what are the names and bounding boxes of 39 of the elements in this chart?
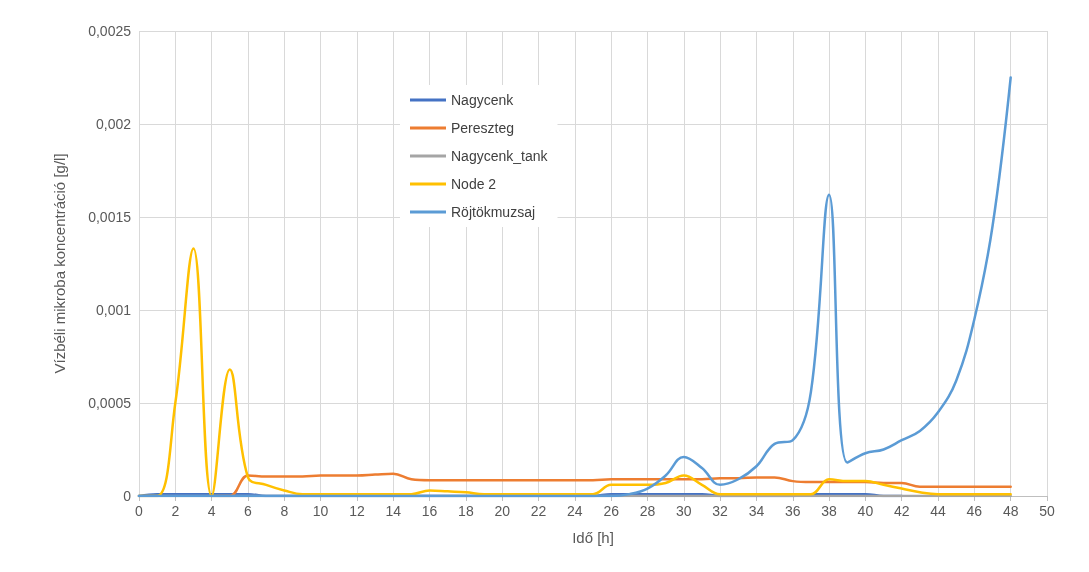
- x-tick-label: 36: [784, 503, 801, 519]
- x-tick-label: 14: [385, 503, 402, 519]
- y-tick-label: 0,001: [95, 302, 132, 318]
- x-tick-label: 18: [458, 503, 474, 519]
- legend-label: Nagycenk_tank: [451, 148, 549, 164]
- x-tick-label: 50: [1039, 503, 1055, 519]
- y-tick-label: 0: [123, 488, 132, 504]
- x-tick-label: 28: [639, 503, 656, 519]
- x-tick-label: 26: [603, 503, 620, 519]
- legend-label: Node 2: [451, 176, 497, 192]
- x-tick-label: 40: [857, 503, 874, 519]
- x-tick-label: 2: [171, 503, 180, 519]
- y-tick-label: 0,0015: [88, 209, 132, 225]
- x-tick-label: 38: [821, 503, 838, 519]
- y-tick-label: 0,002: [95, 116, 132, 132]
- x-axis-title: Idő [h]: [572, 529, 614, 546]
- x-tick-label: 4: [207, 503, 216, 519]
- x-tick-label: 6: [244, 503, 253, 519]
- x-tick-label: 10: [312, 503, 329, 519]
- x-tick-label: 44: [930, 503, 947, 519]
- x-tick-label: 32: [712, 503, 729, 519]
- x-tick-label: 42: [893, 503, 910, 519]
- x-tick-label: 16: [421, 503, 438, 519]
- x-tick-label: 0: [135, 503, 144, 519]
- x-tick-label: 22: [530, 503, 547, 519]
- x-tick-label: 24: [567, 503, 583, 519]
- x-tick-label: 12: [349, 503, 365, 519]
- y-tick-label: 0,0025: [88, 23, 132, 39]
- x-tick-label: 8: [280, 503, 289, 519]
- x-tick-label: 30: [676, 503, 692, 519]
- legend-label: Pereszteg: [451, 120, 515, 136]
- x-tick-label: 34: [748, 503, 765, 519]
- legend-label: Nagycenk: [451, 92, 515, 108]
- y-axis-title: Vízbéli mikroba koncentráció [g/l]: [51, 153, 68, 374]
- x-tick-label: 46: [966, 503, 983, 519]
- legend-label: Röjtökmuzsaj: [451, 204, 536, 220]
- y-tick-label: 0,0005: [88, 395, 132, 411]
- x-tick-label: 48: [1002, 503, 1019, 519]
- x-tick-label: 20: [494, 503, 511, 519]
